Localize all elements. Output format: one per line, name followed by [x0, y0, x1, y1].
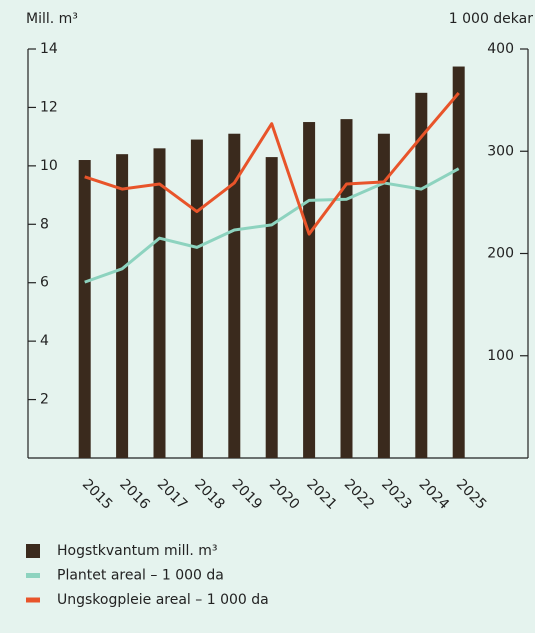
y-tick-label: 14 [40, 41, 58, 57]
y-tick-label: 8 [40, 216, 49, 232]
bar [116, 154, 129, 458]
y2-tick-label: 300 [487, 143, 514, 159]
legend-label: Ungskogpleie areal – 1 000 da [57, 592, 269, 608]
y-axis-label: Mill. m³ [26, 11, 78, 27]
y2-tick-label: 200 [487, 246, 514, 262]
x-tick-label: 2015 [79, 476, 116, 513]
bar [228, 133, 241, 458]
y2-axis-label: 1 000 dekar [449, 11, 533, 27]
line [84, 167, 460, 284]
y-tick-label: 4 [40, 333, 49, 349]
y-tick-label: 2 [40, 392, 49, 408]
line [84, 91, 460, 236]
y-tick-label: 6 [40, 275, 49, 291]
y-tick-label: 10 [40, 158, 58, 174]
bar [153, 148, 166, 459]
x-tick-label: 2018 [191, 476, 228, 513]
legend-label: Hogstkvantum mill. m³ [57, 543, 218, 559]
bar [303, 122, 316, 459]
x-tick-label: 2022 [341, 476, 378, 513]
bar [190, 139, 203, 459]
x-tick-label: 2025 [453, 476, 490, 513]
bar [377, 133, 390, 458]
legend-label: Plantet areal – 1 000 da [57, 568, 224, 584]
bar [452, 66, 465, 459]
y-tick-label: 12 [40, 99, 58, 115]
bar [415, 92, 428, 459]
x-tick-label: 2020 [266, 476, 303, 513]
bar [78, 160, 91, 458]
x-tick-label: 2016 [116, 476, 153, 513]
x-tick-label: 2024 [416, 476, 453, 513]
x-tick-label: 2017 [154, 476, 191, 513]
y2-tick-label: 100 [487, 348, 514, 364]
bar [265, 157, 278, 459]
x-tick-label: 2021 [303, 476, 340, 513]
bar [340, 119, 353, 458]
legend-swatch [26, 544, 40, 558]
x-tick-label: 2019 [229, 476, 266, 513]
y2-tick-label: 400 [487, 41, 514, 57]
x-tick-label: 2023 [378, 476, 415, 513]
